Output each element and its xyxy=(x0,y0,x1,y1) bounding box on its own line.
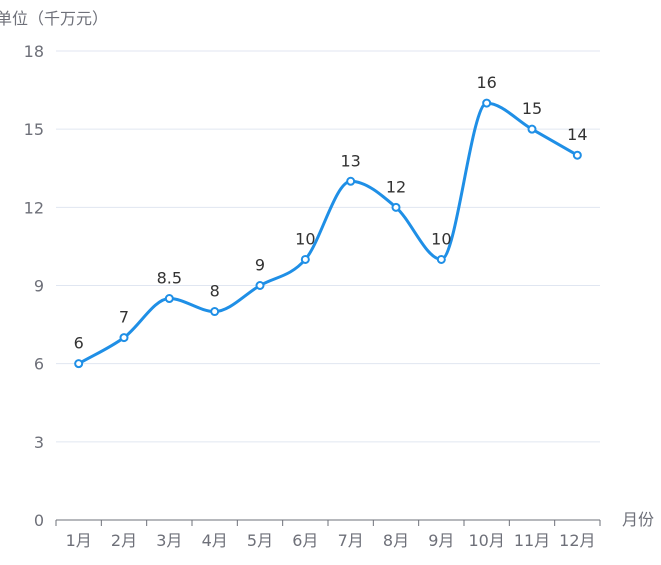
data-label: 8 xyxy=(210,282,220,301)
x-tick-label: 3月 xyxy=(156,531,182,550)
data-label: 14 xyxy=(567,125,587,144)
y-axis-label: 单位（千万元） xyxy=(0,9,108,28)
data-label: 10 xyxy=(295,229,315,248)
data-point[interactable] xyxy=(436,254,446,264)
data-labels: 6 7 8.5 8 9 10 13 12 10 16 15 14 xyxy=(74,73,588,353)
grid-lines xyxy=(56,50,600,443)
data-point[interactable] xyxy=(119,333,129,343)
x-axis-label: 月份 xyxy=(622,510,654,529)
x-tick-label: 12月 xyxy=(559,531,595,550)
data-point[interactable] xyxy=(391,202,401,212)
x-tick-label: 10月 xyxy=(468,531,504,550)
data-point[interactable] xyxy=(300,254,310,264)
y-tick-label: 15 xyxy=(24,120,44,139)
x-tick-label: 4月 xyxy=(202,531,228,550)
data-point[interactable] xyxy=(482,98,492,108)
x-tick-label: 5月 xyxy=(247,531,273,550)
y-tick-label: 18 xyxy=(24,42,44,61)
data-point[interactable] xyxy=(255,281,265,290)
y-tick-label: 9 xyxy=(34,277,44,296)
y-tick-label: 0 xyxy=(34,511,44,530)
x-tick-label: 6月 xyxy=(292,531,318,550)
data-point[interactable] xyxy=(572,150,582,160)
data-point[interactable] xyxy=(527,124,537,134)
x-tick-label: 8月 xyxy=(383,531,409,550)
data-label: 13 xyxy=(340,151,360,170)
data-label: 9 xyxy=(255,256,265,275)
data-label: 15 xyxy=(522,99,542,118)
y-tick-label: 6 xyxy=(34,355,44,374)
series-line-path xyxy=(77,101,579,366)
x-tick-label: 11月 xyxy=(514,531,550,550)
x-tick-label: 2月 xyxy=(111,531,137,550)
x-tick-label: 7月 xyxy=(338,531,364,550)
data-point[interactable] xyxy=(346,176,356,186)
x-tick-label: 9月 xyxy=(428,531,454,550)
data-label: 16 xyxy=(476,73,496,92)
data-point[interactable] xyxy=(164,294,174,304)
data-label: 12 xyxy=(386,177,406,196)
data-point[interactable] xyxy=(210,307,220,317)
data-point[interactable] xyxy=(74,359,84,369)
axes: 0 3 6 9 12 15 18 1月 2月 3月 4月 5月 6月 7月 8月 9月 10月 11月 12月 xyxy=(24,42,601,550)
data-label: 6 xyxy=(74,334,84,353)
data-label: 8.5 xyxy=(157,269,182,288)
series-line xyxy=(74,98,582,369)
x-tick-label: 1月 xyxy=(66,531,92,550)
y-tick-label: 3 xyxy=(34,433,44,452)
y-tick-label: 12 xyxy=(24,198,44,217)
data-label: 7 xyxy=(119,308,129,327)
data-label: 10 xyxy=(431,229,451,248)
